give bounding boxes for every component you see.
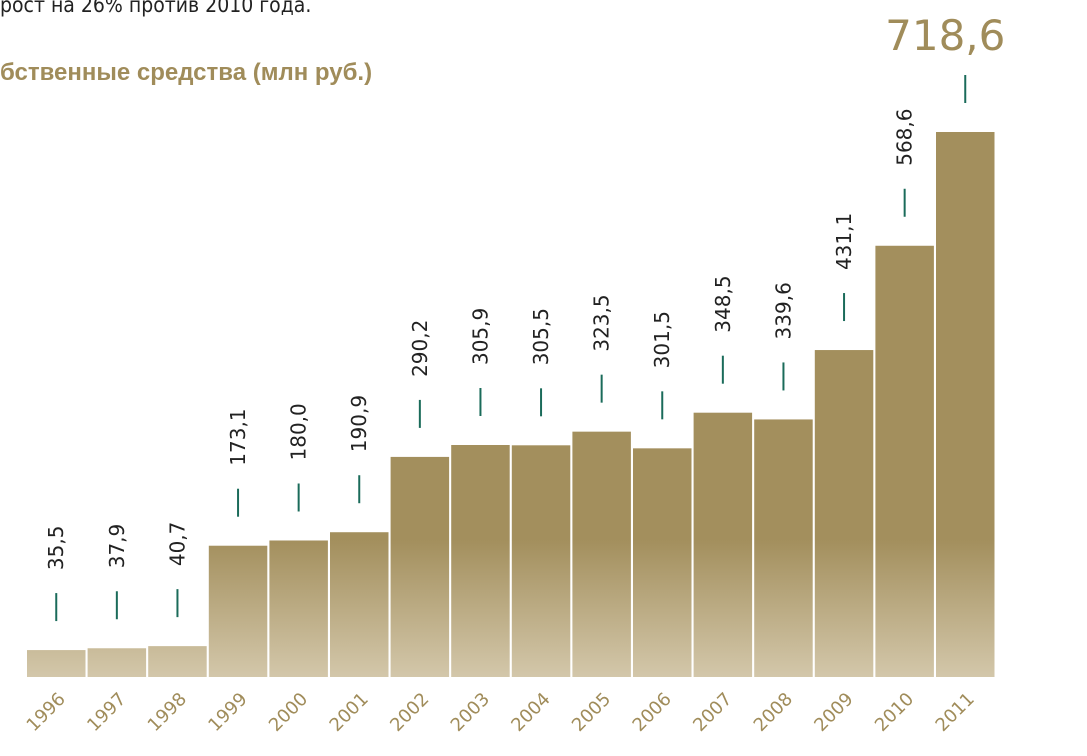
x-tick-label: 2002: [386, 689, 433, 736]
x-tick-label: 2006: [629, 689, 676, 736]
value-label: 305,9: [468, 308, 492, 365]
bar: [87, 648, 147, 677]
bar: [269, 540, 328, 677]
bar: [148, 646, 207, 677]
bar: [754, 419, 813, 677]
bar: [511, 445, 571, 677]
value-label: 348,5: [711, 275, 735, 332]
value-label: 180,0: [287, 403, 311, 460]
bar: [936, 132, 995, 677]
value-label: 37,9: [105, 524, 129, 569]
value-label: 40,7: [165, 522, 189, 567]
value-label: 35,5: [44, 526, 68, 571]
note: рост на 26% против 2010 года.: [0, 0, 311, 17]
bar: [451, 444, 510, 677]
x-tick-label: 2010: [871, 689, 918, 736]
bar: [27, 650, 86, 677]
value-label: 718,6: [885, 11, 1005, 60]
x-tick-label: 2007: [689, 689, 736, 736]
bar: [693, 412, 753, 677]
bar: [633, 448, 692, 677]
value-label: 568,6: [893, 108, 917, 165]
value-label: 173,1: [226, 408, 250, 465]
x-tick-label: 1998: [144, 689, 191, 736]
x-tick-label: 2009: [810, 689, 857, 736]
value-label: 323,5: [590, 294, 614, 351]
x-tick-label: 1999: [204, 689, 251, 736]
bar: [390, 456, 450, 677]
chart-title: бственные средства (млн руб.): [0, 59, 372, 86]
value-label: 431,1: [832, 213, 856, 270]
x-tick-label: 1997: [83, 689, 130, 736]
x-tick-label: 2001: [326, 689, 373, 736]
value-label: 290,2: [408, 320, 432, 377]
bar: [875, 245, 934, 677]
value-label: 301,5: [650, 311, 674, 368]
x-tick-label: 2008: [750, 689, 797, 736]
bar: [330, 532, 389, 677]
x-tick-label: 2005: [568, 689, 615, 736]
value-label: 190,9: [347, 395, 371, 452]
x-tick-label: 2003: [447, 689, 494, 736]
bar: [572, 431, 631, 677]
bar: [208, 545, 268, 677]
value-label: 339,6: [771, 282, 795, 339]
x-tick-label: 1996: [23, 689, 70, 736]
bar: [814, 350, 874, 677]
x-tick-label: 2000: [265, 689, 312, 736]
x-tick-label: 2011: [932, 689, 979, 736]
x-tick-label: 2004: [507, 689, 554, 736]
value-label: 305,5: [529, 308, 553, 365]
